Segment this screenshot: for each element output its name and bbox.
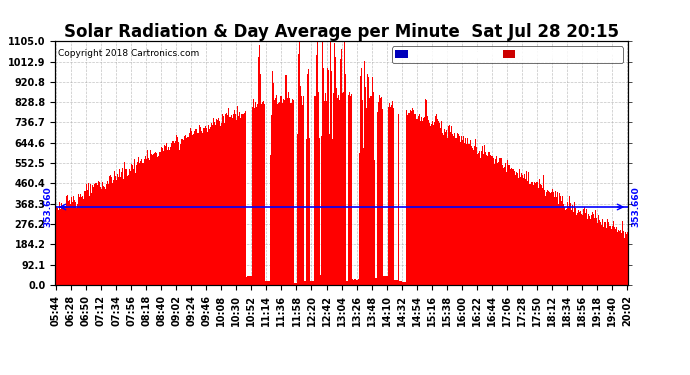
Legend: Median (w/m2), Radiation (w/m2): Median (w/m2), Radiation (w/m2) — [392, 46, 622, 63]
Text: Copyright 2018 Cartronics.com: Copyright 2018 Cartronics.com — [58, 49, 199, 58]
Text: 353.660: 353.660 — [631, 187, 640, 227]
Title: Solar Radiation & Day Average per Minute  Sat Jul 28 20:15: Solar Radiation & Day Average per Minute… — [64, 23, 619, 41]
Text: 353.660: 353.660 — [43, 187, 52, 227]
